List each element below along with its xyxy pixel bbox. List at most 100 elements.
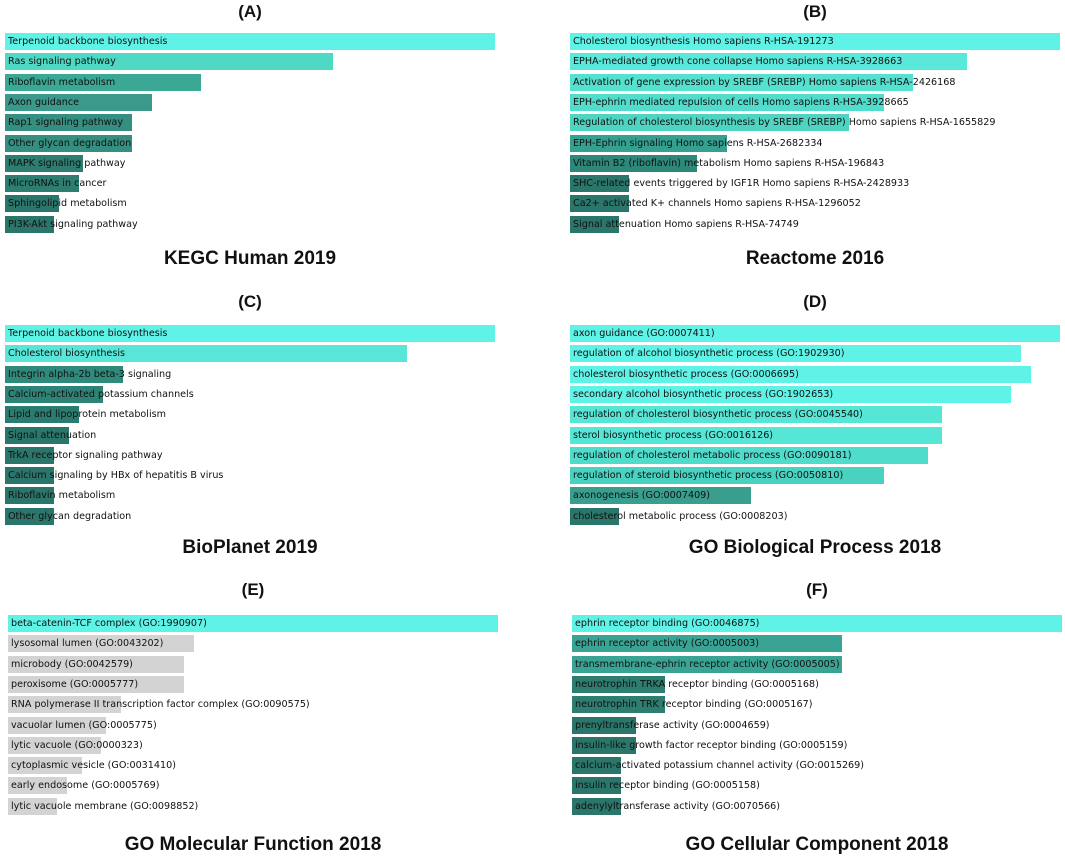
bar-label: sterol biosynthetic process (GO:0016126): [573, 429, 774, 441]
bar-label: Terpenoid backbone biosynthesis: [8, 36, 168, 47]
bar-label: beta-catenin-TCF complex (GO:1990907): [11, 618, 207, 629]
bar: [5, 446, 54, 464]
bar-label: Vitamin B2 (riboflavin) metabolism Homo …: [573, 157, 885, 169]
bar-label: Ca2+ activated K+ channels Homo sapiens …: [573, 198, 861, 210]
bar-label: TrkA receptor signaling pathway: [8, 449, 163, 461]
bar: [8, 777, 67, 795]
bar-label: cholesterol metabolic process (GO:000820…: [573, 510, 788, 522]
bar: [5, 154, 83, 172]
bar-label: Axon guidance: [8, 96, 80, 108]
bar-label: secondary alcohol biosynthetic process (…: [573, 388, 834, 400]
bar: [570, 215, 619, 233]
bar: [570, 175, 629, 193]
bar: [570, 406, 942, 424]
panel-letter: (E): [241, 580, 265, 599]
bar-label: Sphingolipid metabolism: [8, 198, 127, 210]
bar: [8, 615, 498, 632]
bar-label: prenyltransferase activity (GO:0004659): [575, 719, 770, 731]
panel-letter: (F): [806, 580, 828, 599]
bar: [570, 365, 1031, 383]
bar: [5, 325, 495, 342]
bar-label: lysosomal lumen (GO:0043202): [11, 638, 164, 650]
panel-letter: (C): [238, 292, 262, 311]
bar-label: Other glycan degradation: [8, 510, 132, 522]
bar: [5, 406, 79, 424]
bar-label: Regulation of cholesterol biosynthesis b…: [573, 117, 996, 129]
bar-label: PI3K-Akt signaling pathway: [8, 218, 138, 230]
bar: [5, 114, 132, 132]
bar: [8, 757, 82, 775]
bar: [572, 675, 665, 693]
bar-label: lytic vacuole (GO:0000323): [11, 739, 143, 751]
bar-label: peroxisome (GO:0005777): [11, 678, 139, 690]
bar: [5, 195, 59, 213]
bar: [572, 635, 842, 653]
bar-label: EPH-Ephrin signaling Homo sapiens R-HSA-…: [573, 137, 823, 149]
bar-label: Ras signaling pathway: [8, 56, 116, 68]
bar: [8, 716, 106, 734]
bar: [570, 195, 629, 213]
bar: [8, 696, 121, 714]
panel-letter: (A): [238, 2, 262, 21]
bar: [570, 487, 751, 505]
bar: [5, 365, 123, 383]
bar: [5, 426, 69, 444]
bar: [572, 716, 636, 734]
bar-label: Cholesterol biosynthesis Homo sapiens R-…: [573, 36, 834, 47]
bar-label: Riboflavin metabolism: [8, 490, 116, 502]
bar: [8, 736, 101, 754]
bar: [570, 446, 928, 464]
bar: [5, 345, 407, 363]
bar-label: RNA polymerase II transcription factor c…: [11, 699, 310, 711]
bar: [570, 93, 884, 111]
bar-label: ephrin receptor activity (GO:0005003): [575, 638, 760, 650]
bar: [5, 93, 152, 111]
bar-label: axon guidance (GO:0007411): [573, 328, 715, 339]
bar-label: Cholesterol biosynthesis: [8, 348, 125, 360]
bar: [572, 777, 621, 795]
bar: [8, 635, 194, 653]
bar: [572, 736, 636, 754]
bar-label: early endosome (GO:0005769): [11, 780, 160, 792]
chart-title: Reactome 2016: [745, 248, 885, 269]
bar: [570, 53, 967, 71]
bar-label: regulation of cholesterol biosynthetic p…: [573, 409, 863, 421]
bar: [5, 385, 103, 403]
bar-label: EPHA-mediated growth cone collapse Homo …: [573, 56, 903, 68]
bar-label: transmembrane-ephrin receptor activity (…: [575, 658, 840, 670]
bar-label: ephrin receptor binding (GO:0046875): [575, 618, 760, 629]
bar: [5, 507, 54, 525]
bar: [570, 325, 1060, 342]
bar-label: lytic vacuole membrane (GO:0098852): [11, 800, 199, 812]
bar: [5, 53, 333, 71]
bar-label: Rap1 signaling pathway: [8, 117, 124, 129]
bar-label: cytoplasmic vesicle (GO:0031410): [11, 760, 176, 772]
bar: [572, 615, 1062, 632]
bar-label: Signal attenuation: [8, 429, 97, 441]
bar: [570, 134, 727, 152]
bar: [570, 507, 619, 525]
bar-label: calcium-activated potassium channel acti…: [575, 760, 865, 772]
bar-label: MicroRNAs in cancer: [8, 178, 107, 190]
chart-title: GO Molecular Function 2018: [124, 834, 382, 855]
bar: [570, 426, 942, 444]
bar-label: vacuolar lumen (GO:0005775): [11, 719, 157, 731]
chart-title: GO Biological Process 2018: [688, 537, 942, 558]
bar: [570, 154, 697, 172]
bar-label: Calcium signaling by HBx of hepatitis B …: [8, 470, 224, 482]
bar-label: cholesterol biosynthetic process (GO:000…: [573, 368, 799, 380]
bar-label: regulation of steroid biosynthetic proce…: [573, 470, 844, 482]
panel-letter: (D): [803, 292, 827, 311]
bar: [5, 467, 54, 485]
bar: [8, 655, 184, 673]
bar: [572, 655, 842, 673]
bar-label: Activation of gene expression by SREBF (…: [573, 76, 956, 88]
bar: [8, 675, 184, 693]
bar: [570, 467, 884, 485]
bar-label: Integrin alpha-2b beta-3 signaling: [8, 368, 172, 380]
bar-label: Calcium-activated potassium channels: [8, 388, 194, 400]
bar: [572, 696, 665, 714]
bar-label: Other glycan degradation: [8, 137, 132, 149]
bar-label: insulin-like growth factor receptor bind…: [575, 739, 848, 751]
bar: [570, 73, 913, 91]
